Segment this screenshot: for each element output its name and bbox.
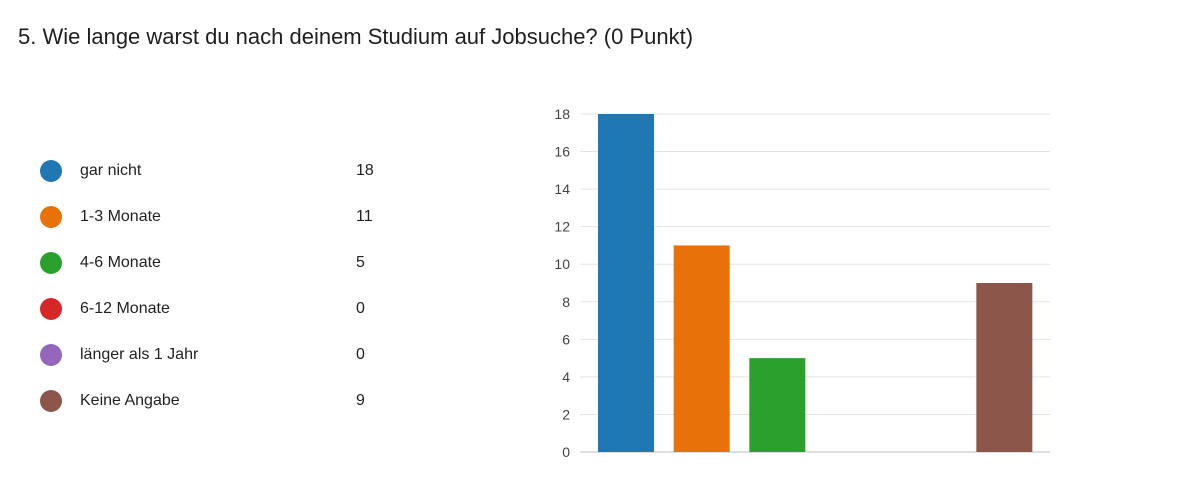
legend-label: Keine Angabe: [80, 392, 180, 409]
legend-dot: [40, 252, 62, 274]
legend-count: 11: [356, 208, 373, 225]
legend-item-laenger-als-1-jahr: länger als 1 Jahr 0: [40, 332, 400, 378]
legend-item-6-12-monate: 6-12 Monate 0: [40, 286, 400, 332]
legend-item-1-3-monate: 1-3 Monate 11: [40, 194, 400, 240]
bar-3[interactable]: [749, 358, 806, 452]
legend-label: 1-3 Monate: [80, 208, 161, 225]
legend-dot: [40, 390, 62, 412]
legend-dot: [40, 298, 62, 320]
legend-label: 4-6 Monate: [80, 254, 161, 271]
legend-label: gar nicht: [80, 162, 142, 179]
legend-item-gar-nicht: gar nicht 18: [40, 148, 400, 194]
legend-count: 0: [356, 346, 365, 363]
legend-count: 5: [356, 254, 365, 271]
legend-count: 18: [356, 162, 374, 179]
y-tick-label: 0: [562, 444, 570, 460]
y-tick-label: 8: [562, 294, 570, 310]
legend-label: länger als 1 Jahr: [80, 346, 199, 363]
y-tick-label: 2: [562, 406, 570, 422]
legend-count: 0: [356, 300, 365, 317]
bar-6[interactable]: [976, 283, 1033, 452]
y-tick-label: 12: [554, 219, 570, 235]
bar-2[interactable]: [673, 245, 730, 452]
legend-label: 6-12 Monate: [80, 300, 170, 317]
legend-dot: [40, 206, 62, 228]
y-tick-label: 18: [554, 106, 570, 122]
legend-count: 9: [356, 392, 365, 409]
legend-item-keine-angabe: Keine Angabe 9: [40, 378, 400, 424]
chart-legend: gar nicht 18 1-3 Monate 11 4-6 Monate 5 …: [40, 148, 400, 424]
y-tick-label: 4: [562, 369, 570, 385]
bar-1[interactable]: [598, 114, 654, 452]
y-tick-label: 16: [554, 144, 570, 160]
question-title: 5. Wie lange warst du nach deinem Studiu…: [18, 24, 694, 49]
y-tick-label: 6: [562, 331, 570, 347]
legend-item-4-6-monate: 4-6 Monate 5: [40, 240, 400, 286]
y-tick-label: 10: [554, 256, 570, 272]
legend-dot: [40, 344, 62, 366]
bar-chart: 0 2 4 6 8 10 12 14 16 18: [554, 106, 1050, 460]
legend-dot: [40, 160, 62, 182]
y-tick-label: 14: [554, 181, 570, 197]
